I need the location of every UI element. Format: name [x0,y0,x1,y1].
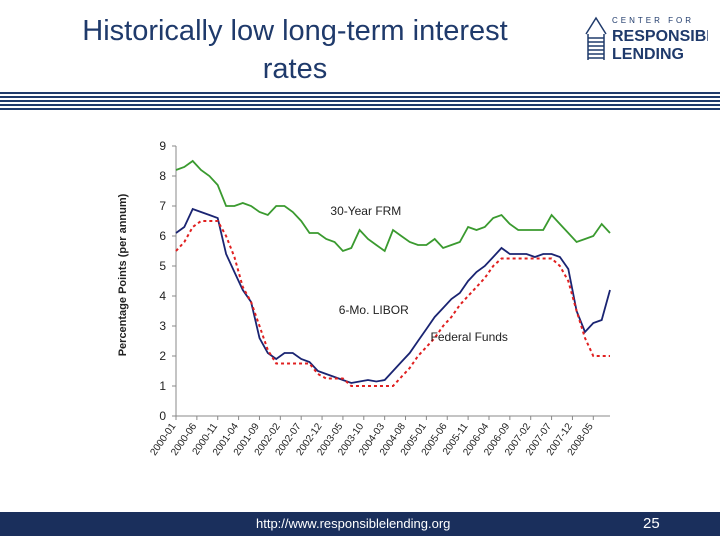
series-line-6-mo-libor [175,207,611,384]
series-line-federal-funds [175,220,610,387]
interest-rate-chart: Percentage Points (per annum) 0 1 2 3 4 5 6 7 8 9… [117,139,611,458]
series-line-30-year-frm [175,159,611,253]
y-tick-label: 5 [159,259,166,273]
y-tick-label: 6 [159,229,166,243]
annotation-label: 6-Mo. LIBOR [339,303,409,317]
page-number: 25 [643,515,660,532]
footer-bar: http://www.responsiblelending.org 25 [0,512,720,536]
y-tick-label: 8 [159,169,166,183]
slide-title: Historically low long-term interest rate… [82,15,508,85]
y-tick-label: 4 [159,289,166,303]
y-tick-label: 0 [159,409,166,423]
svg-text:LENDING: LENDING [612,46,684,63]
annotation-label: 30-Year FRM [330,204,401,218]
y-tick-label: 3 [159,319,166,333]
y-axis-label: Percentage Points (per annum) [117,193,129,356]
y-tick-label: 2 [159,349,166,363]
annotation-label: Federal Funds [431,330,508,344]
y-tick-label: 7 [159,199,166,213]
svg-text:CENTER FOR: CENTER FOR [612,16,694,25]
footer-url[interactable]: http://www.responsiblelending.org [256,516,451,531]
y-tick-label: 9 [159,139,166,153]
y-tick-label: 1 [159,379,166,393]
header-divider-bar [0,92,720,110]
